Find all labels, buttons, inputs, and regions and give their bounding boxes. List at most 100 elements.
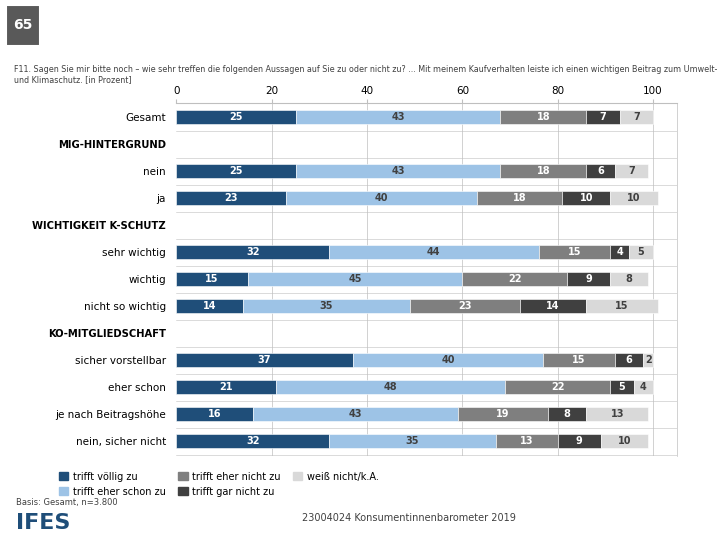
Text: 18: 18 xyxy=(513,193,526,204)
Text: 25: 25 xyxy=(229,166,243,177)
Bar xyxy=(548,407,586,421)
Bar xyxy=(243,299,410,313)
Text: 19: 19 xyxy=(496,409,510,420)
Text: 6: 6 xyxy=(597,166,604,177)
Bar xyxy=(634,380,653,394)
Text: 16: 16 xyxy=(208,409,221,420)
Text: 7: 7 xyxy=(600,112,606,123)
Bar xyxy=(586,299,658,313)
Bar xyxy=(629,245,653,259)
Text: 45: 45 xyxy=(348,274,362,285)
Bar xyxy=(458,407,548,421)
Text: 43: 43 xyxy=(391,112,405,123)
Text: 9: 9 xyxy=(585,274,592,285)
Text: 10: 10 xyxy=(618,436,631,447)
Text: 7: 7 xyxy=(628,166,635,177)
Bar xyxy=(286,192,477,205)
Text: 13: 13 xyxy=(611,409,624,420)
Bar xyxy=(248,272,462,286)
Bar xyxy=(615,164,648,178)
Text: 65: 65 xyxy=(14,18,32,32)
Bar xyxy=(410,299,520,313)
Text: 6: 6 xyxy=(626,355,632,366)
Text: 7: 7 xyxy=(633,112,639,123)
Bar xyxy=(520,299,586,313)
Bar xyxy=(176,434,329,448)
Bar xyxy=(176,272,248,286)
Bar xyxy=(620,111,653,124)
Legend: trifft völlig zu, trifft eher schon zu, trifft eher nicht zu, trifft gar nicht z: trifft völlig zu, trifft eher schon zu, … xyxy=(58,472,379,497)
Text: 35: 35 xyxy=(320,301,333,312)
Text: 43: 43 xyxy=(348,409,362,420)
Text: 40: 40 xyxy=(374,193,388,204)
Text: 48: 48 xyxy=(384,382,397,393)
Text: 5: 5 xyxy=(638,247,644,258)
Bar xyxy=(176,164,295,178)
Bar xyxy=(610,380,634,394)
Text: 15: 15 xyxy=(567,247,581,258)
Bar xyxy=(176,192,286,205)
Text: 23004024 Konsumentinnenbarometer 2019: 23004024 Konsumentinnenbarometer 2019 xyxy=(302,513,516,523)
Text: 13: 13 xyxy=(520,436,534,447)
Bar xyxy=(610,272,648,286)
Text: 15: 15 xyxy=(205,274,219,285)
Bar xyxy=(329,245,539,259)
Text: IFES: IFES xyxy=(16,513,71,533)
Bar xyxy=(176,380,276,394)
Text: 18: 18 xyxy=(536,166,550,177)
Bar xyxy=(644,354,653,367)
Bar xyxy=(477,192,562,205)
Bar xyxy=(539,245,610,259)
Bar xyxy=(600,434,648,448)
Bar xyxy=(500,111,586,124)
Text: 22: 22 xyxy=(551,382,564,393)
Text: 14: 14 xyxy=(203,301,217,312)
Bar xyxy=(495,434,558,448)
FancyBboxPatch shape xyxy=(6,5,40,46)
Text: 25: 25 xyxy=(229,112,243,123)
Bar xyxy=(567,272,610,286)
Bar xyxy=(176,245,329,259)
Text: 35: 35 xyxy=(405,436,419,447)
Text: 4: 4 xyxy=(616,247,623,258)
Bar xyxy=(610,192,658,205)
Text: 37: 37 xyxy=(258,355,271,366)
Bar xyxy=(586,407,648,421)
Bar xyxy=(295,164,500,178)
Text: 4: 4 xyxy=(640,382,647,393)
Text: 5: 5 xyxy=(618,382,626,393)
Bar xyxy=(295,111,500,124)
Bar xyxy=(462,272,567,286)
Bar xyxy=(586,111,620,124)
Text: 8: 8 xyxy=(626,274,633,285)
Text: 43: 43 xyxy=(391,166,405,177)
Bar xyxy=(253,407,458,421)
Text: 9: 9 xyxy=(576,436,582,447)
Text: 23: 23 xyxy=(225,193,238,204)
Text: 10: 10 xyxy=(580,193,593,204)
Text: 14: 14 xyxy=(546,301,559,312)
Bar xyxy=(353,354,544,367)
Bar xyxy=(562,192,610,205)
Bar xyxy=(276,380,505,394)
Bar xyxy=(505,380,610,394)
Bar xyxy=(610,245,629,259)
Text: F11. Sagen Sie mir bitte noch – wie sehr treffen die folgenden Aussagen auf Sie : F11. Sagen Sie mir bitte noch – wie sehr… xyxy=(14,65,718,84)
Bar xyxy=(615,354,644,367)
Bar xyxy=(329,434,495,448)
Text: 8: 8 xyxy=(564,409,571,420)
Text: 44: 44 xyxy=(427,247,441,258)
Text: 2: 2 xyxy=(645,355,652,366)
Text: 22: 22 xyxy=(508,274,521,285)
Text: 32: 32 xyxy=(246,436,259,447)
Bar xyxy=(176,111,295,124)
Text: Basis: Gesamt, n=3.800: Basis: Gesamt, n=3.800 xyxy=(16,497,117,507)
Bar xyxy=(176,354,353,367)
Text: 23: 23 xyxy=(458,301,472,312)
Text: 21: 21 xyxy=(220,382,233,393)
Text: 15: 15 xyxy=(572,355,586,366)
Bar xyxy=(544,354,615,367)
Text: 18: 18 xyxy=(536,112,550,123)
Bar xyxy=(176,299,243,313)
Text: 32: 32 xyxy=(246,247,259,258)
